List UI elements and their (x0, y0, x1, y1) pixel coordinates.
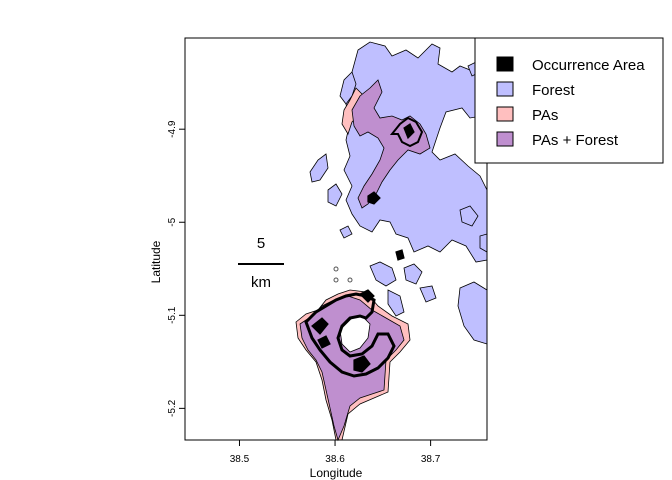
forest-patch-west-2 (327, 183, 343, 207)
x-axis-title: Longitude (310, 466, 363, 480)
legend-swatch (496, 56, 514, 72)
occurrence-south-2 (311, 317, 329, 335)
legend-item-occurrence: Occurrence Area (496, 56, 645, 74)
occurrence-south-3 (353, 355, 371, 373)
occurrence-south-4 (358, 289, 375, 303)
forest-patch-west-3 (339, 225, 353, 239)
x-tick-label: 38.6 (325, 454, 345, 465)
forest-patch-west-1 (309, 153, 329, 183)
occurrence-north-1 (389, 116, 424, 148)
forest-patch-mid-4 (387, 289, 405, 317)
y-tick-label: -4.9 (167, 120, 178, 138)
occurrence-north-2 (403, 123, 415, 140)
occurrence-layer (304, 116, 424, 378)
y-axis-title: Latitude (149, 240, 163, 283)
y-tick-label: -5 (167, 217, 178, 226)
occurrence-north-4 (395, 249, 405, 261)
y-tick-label: -5.2 (167, 399, 178, 417)
legend-item-forest: Forest (496, 81, 575, 99)
plot-frame (184, 37, 488, 441)
forest-patch-mid-2 (403, 263, 423, 285)
occurrence-south-1 (304, 292, 396, 378)
legend-label: PAs (532, 107, 558, 124)
forest-patch-east-1 (459, 205, 479, 227)
legend-label: Forest (532, 82, 575, 99)
legend: Occurrence Area Forest PAs PAs + Forest (474, 37, 664, 164)
x-tick-label: 38.7 (421, 454, 441, 465)
legend-swatch (496, 106, 514, 122)
scale-bar: 5 km (238, 235, 284, 291)
legend-swatch (496, 81, 514, 97)
legend-item-pas: PAs (496, 106, 558, 124)
forest-patch-east-2 (457, 281, 488, 345)
x-axis: 38.5 38.6 38.7 (230, 440, 441, 465)
legend-item-pas-forest: PAs + Forest (496, 131, 619, 149)
legend-label: Occurrence Area (532, 57, 645, 74)
forest-patch-mid-3 (419, 285, 437, 303)
legend-label: PAs + Forest (532, 132, 619, 149)
point-marker (347, 277, 353, 283)
scale-bar-distance: 5 (257, 235, 265, 252)
pa-forest-north (351, 79, 431, 209)
y-tick-label: -5.1 (167, 306, 178, 324)
point-marker (333, 277, 339, 283)
scale-bar-unit: km (251, 274, 271, 291)
forest-patch-mid-1 (369, 261, 397, 287)
x-tick-label: 38.5 (230, 454, 250, 465)
point-markers (333, 266, 353, 283)
y-axis: -4.9 -5 -5.1 -5.2 (167, 120, 185, 417)
point-marker (333, 266, 339, 272)
map-panel (184, 37, 488, 442)
occurrence-north-3 (367, 191, 381, 205)
legend-swatch (496, 131, 514, 147)
occurrence-south-5 (317, 335, 331, 349)
